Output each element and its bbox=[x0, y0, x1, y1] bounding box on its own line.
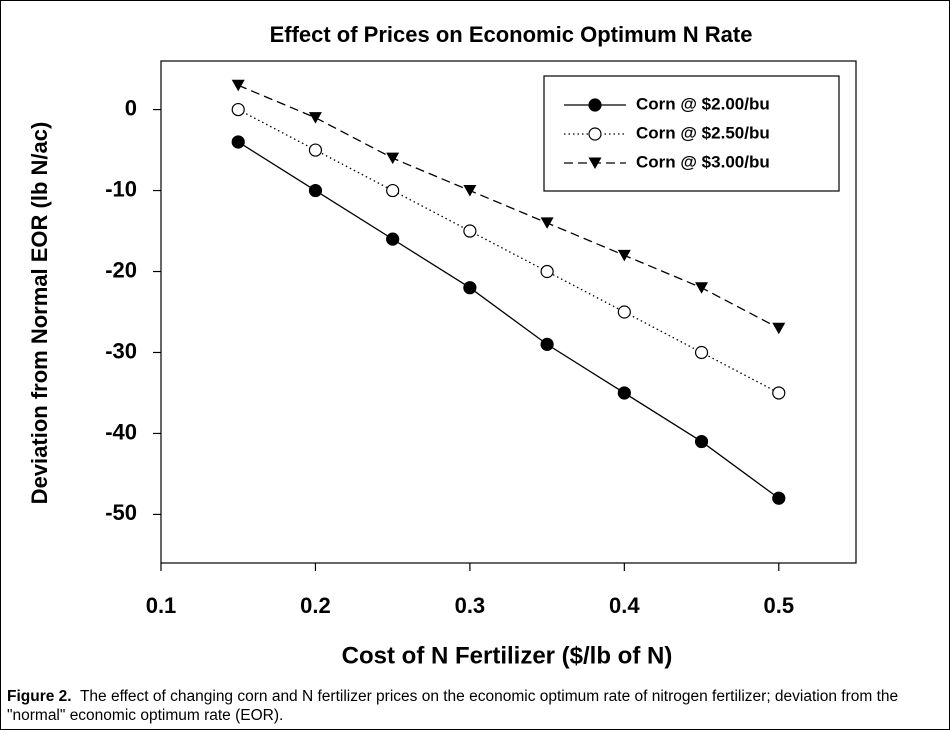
plot-area bbox=[160, 60, 857, 564]
series-line bbox=[237, 84, 780, 329]
y-tick-label: -30 bbox=[105, 338, 137, 363]
marker bbox=[694, 345, 709, 360]
marker bbox=[386, 152, 400, 165]
marker bbox=[617, 305, 631, 319]
marker bbox=[308, 183, 323, 198]
x-tick-label: 0.3 bbox=[455, 593, 486, 618]
marker bbox=[694, 434, 709, 449]
marker bbox=[695, 282, 709, 294]
chart: Effect of Prices on Economic Optimum N R… bbox=[27, 22, 857, 669]
chart-title: Effect of Prices on Economic Optimum N R… bbox=[270, 22, 753, 47]
marker bbox=[231, 79, 245, 92]
marker bbox=[617, 386, 631, 400]
marker bbox=[308, 143, 323, 157]
y-axis-label: Deviation from Normal EOR (lb N/ac) bbox=[27, 122, 52, 505]
marker bbox=[540, 337, 554, 351]
marker bbox=[463, 224, 477, 238]
y-tick-label: -10 bbox=[105, 176, 137, 201]
legend-marker bbox=[588, 98, 602, 112]
caption-label: Figure 2. bbox=[7, 688, 72, 705]
marker bbox=[772, 491, 786, 505]
y-tick-label: 0 bbox=[125, 95, 137, 120]
legend-marker bbox=[588, 157, 602, 169]
marker bbox=[540, 264, 554, 279]
marker bbox=[463, 281, 477, 295]
legend-marker bbox=[588, 127, 602, 141]
marker bbox=[308, 112, 322, 124]
marker bbox=[386, 183, 400, 198]
series-line bbox=[237, 109, 780, 394]
marker bbox=[231, 102, 245, 117]
legend-label: Corn @ $2.00/bu bbox=[636, 94, 770, 113]
x-tick-label: 0.2 bbox=[300, 593, 331, 618]
y-tick-label: -20 bbox=[105, 257, 137, 282]
x-tick-label: 0.5 bbox=[763, 593, 794, 618]
x-tick-label: 0.4 bbox=[609, 593, 640, 618]
marker bbox=[540, 217, 554, 229]
caption-text: The effect of changing corn and N fertil… bbox=[7, 688, 899, 724]
marker bbox=[772, 386, 786, 400]
series-line bbox=[237, 141, 780, 499]
legend-label: Corn @ $3.00/bu bbox=[636, 152, 770, 171]
y-tick-label: -50 bbox=[105, 500, 137, 525]
legend-label: Corn @ $2.50/bu bbox=[636, 123, 770, 142]
x-axis-label: Cost of N Fertilizer ($/lb of N) bbox=[342, 642, 673, 669]
marker bbox=[463, 185, 477, 197]
y-tick-label: -40 bbox=[105, 419, 137, 444]
marker bbox=[231, 135, 245, 149]
marker bbox=[617, 249, 631, 262]
marker bbox=[772, 322, 786, 335]
caption: Figure 2. The effect of changing corn an… bbox=[7, 687, 943, 725]
marker bbox=[386, 232, 400, 246]
x-tick-label: 0.1 bbox=[146, 593, 177, 618]
legend: Corn @ $2.00/bu Corn @ $2.50/bu Corn @ $3.… bbox=[543, 75, 840, 192]
